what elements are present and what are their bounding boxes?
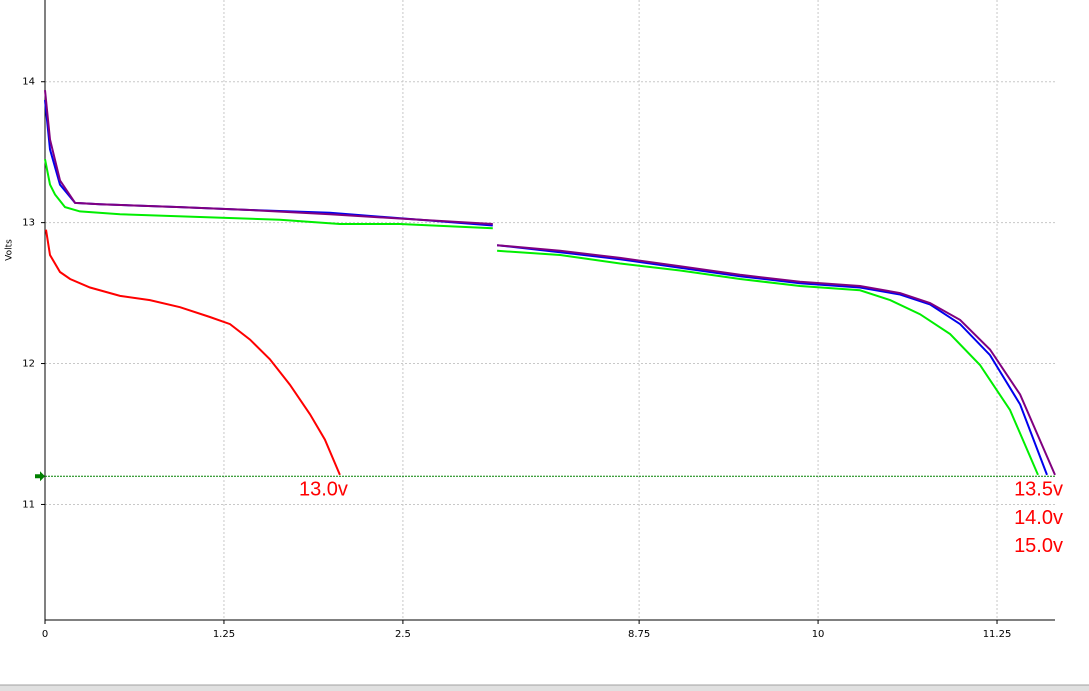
series-line <box>45 229 341 476</box>
y-tick-label: 13 <box>22 218 35 229</box>
annotation: 13.0v <box>299 479 348 501</box>
x-tick-label: 10 <box>812 629 825 640</box>
series-line <box>44 99 1048 476</box>
annotation: 13.5v <box>1014 479 1063 501</box>
status-bar <box>0 685 1089 691</box>
series-line <box>44 159 1039 476</box>
annotation: 15.0v <box>1014 535 1063 557</box>
series-line <box>44 90 1056 476</box>
x-tick-label: 1.25 <box>213 629 235 640</box>
y-tick-label: 12 <box>22 359 35 370</box>
x-tick-label: 0 <box>42 629 48 640</box>
x-tick-label: 2.5 <box>395 629 411 640</box>
x-tick-label: 8.75 <box>628 629 650 640</box>
y-axis-label: Volts <box>5 239 15 261</box>
y-tick-label: 11 <box>22 499 35 510</box>
threshold-marker <box>35 471 45 482</box>
annotation: 14.0v <box>1014 507 1063 529</box>
x-tick-label: 11.25 <box>983 629 1012 640</box>
y-tick-label: 14 <box>22 77 35 88</box>
